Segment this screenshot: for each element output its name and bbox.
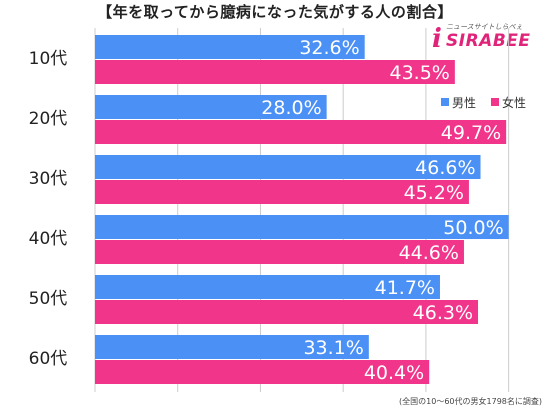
category-label: 20代 <box>29 109 68 129</box>
bar-male <box>95 155 481 179</box>
bar-value-label: 45.2% <box>404 182 464 204</box>
bar-male <box>95 215 509 239</box>
bar-value-label: 49.7% <box>441 122 501 144</box>
bar-value-label: 50.0% <box>443 217 503 239</box>
bar-value-label: 28.0% <box>261 97 321 119</box>
page-title: 【年を取ってから臆病になった気がする人の割合】 <box>97 3 453 21</box>
bar-female <box>95 180 469 204</box>
category-label: 30代 <box>29 169 68 189</box>
bar-male <box>95 95 327 119</box>
bar-male <box>95 275 440 299</box>
bar-female <box>95 300 479 324</box>
bar-value-label: 32.6% <box>299 37 359 59</box>
bar-value-label: 33.1% <box>303 337 363 359</box>
footnote: (全国の10〜60代の男女1798名に調査) <box>399 397 542 406</box>
bar-value-label: 40.4% <box>364 362 424 384</box>
category-label: 40代 <box>29 229 68 249</box>
bar-value-label: 44.6% <box>399 242 459 264</box>
bar-female <box>95 360 430 384</box>
bar-female <box>95 60 455 84</box>
category-label: 60代 <box>29 349 68 369</box>
category-label: 50代 <box>29 289 68 309</box>
bar-value-label: 43.5% <box>390 62 450 84</box>
legend-label: 男性 <box>452 96 476 110</box>
category-label: 10代 <box>29 49 68 69</box>
legend-label: 女性 <box>502 95 526 110</box>
bar-male <box>95 335 369 359</box>
bar-value-label: 46.6% <box>415 157 475 179</box>
logo-tagline: ニュースサイトしらべぇ <box>446 23 523 31</box>
bar-value-label: 41.7% <box>375 277 435 299</box>
legend-swatch <box>491 98 499 106</box>
bar-male <box>95 35 365 59</box>
bar-value-label: 46.3% <box>413 302 473 324</box>
bar-female <box>95 120 507 144</box>
logo-mark: i <box>432 24 442 54</box>
bar-female <box>95 240 464 264</box>
legend-swatch <box>441 98 449 106</box>
